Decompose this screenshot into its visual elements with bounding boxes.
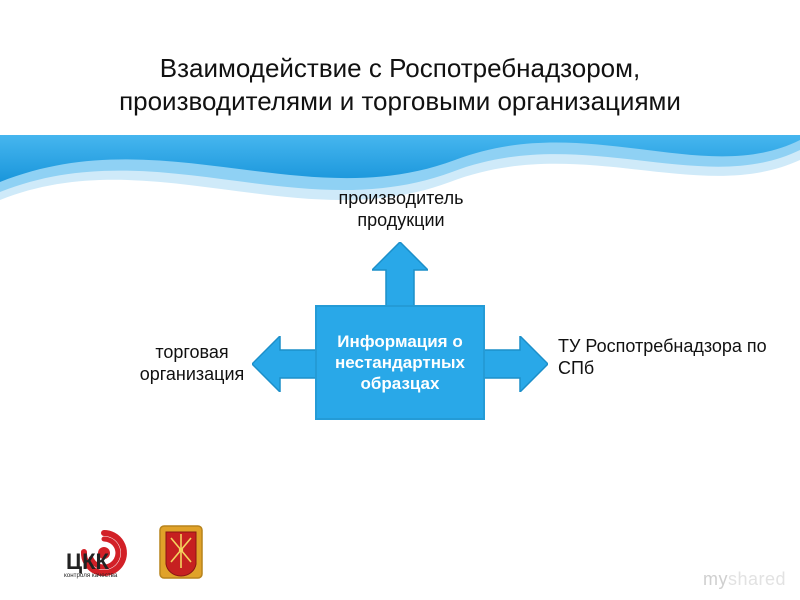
center-info-text: Информация о нестандартных образцах	[325, 331, 475, 395]
label-trade-org: торговая организация	[122, 342, 262, 385]
label-rospotreb-text: ТУ Роспотребнадзора по СПб	[558, 336, 767, 378]
interaction-diagram: производитель продукции торговая организ…	[0, 190, 800, 510]
title-line-1: Взаимодействие с Роспотребнадзором,	[160, 53, 640, 83]
footer-logos: ЦКК контроля качества	[60, 524, 204, 580]
logo-ckk-sub: контроля качества	[64, 572, 118, 579]
label-producer-text: производитель продукции	[339, 188, 464, 230]
arrow-up-icon	[372, 242, 428, 308]
logo-ckk: ЦКК контроля качества	[60, 525, 142, 579]
arrow-right-icon	[482, 336, 548, 392]
arrow-left-icon	[252, 336, 318, 392]
center-info-box: Информация о нестандартных образцах	[315, 305, 485, 420]
logo-ckk-text: ЦКК	[66, 549, 109, 574]
label-trade-org-text: торговая организация	[140, 342, 245, 384]
label-rospotreb: ТУ Роспотребнадзора по СПб	[558, 336, 768, 379]
watermark: myshared	[703, 569, 786, 590]
page-title: Взаимодействие с Роспотребнадзором, прои…	[0, 52, 800, 117]
logo-coat-of-arms	[158, 524, 204, 580]
label-producer: производитель продукции	[306, 188, 496, 231]
title-line-2: производителями и торговыми организациям…	[119, 86, 681, 116]
